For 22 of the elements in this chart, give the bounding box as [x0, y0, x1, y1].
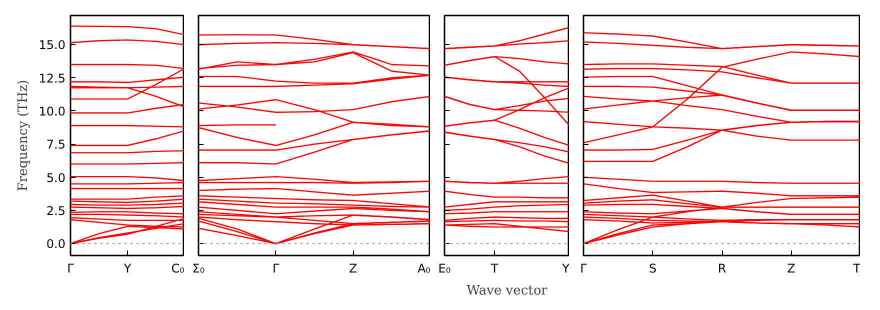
x-tick-label: Γ: [272, 262, 280, 276]
y-axis-title: Frequency (THz): [16, 80, 31, 192]
x-tick-label: C₀: [171, 262, 185, 276]
x-tick-label: Z: [787, 262, 796, 276]
x-tick-label: E₀: [438, 262, 451, 276]
y-tick-label: 0.0: [46, 237, 66, 252]
x-tick-label: Z: [349, 262, 358, 276]
x-tick-label: Γ: [580, 262, 588, 276]
y-tick-label: 10.0: [38, 104, 66, 118]
y-tick-label: 5.0: [46, 170, 66, 185]
y-tick-label: 12.5: [38, 71, 66, 86]
x-axis-title: Wave vector: [466, 284, 548, 298]
x-tick-label: Y: [122, 262, 132, 276]
y-tick-label: 15.0: [38, 38, 66, 52]
x-tick-label: Γ: [67, 262, 74, 276]
y-tick-label: 7.5: [46, 138, 66, 152]
x-tick-label: S: [648, 262, 657, 276]
x-tick-label: A₀: [417, 262, 431, 276]
x-tick-label: T: [490, 262, 499, 276]
y-tick-label: 2.5: [46, 204, 66, 218]
x-tick-label: Σ₀: [192, 262, 205, 276]
x-tick-label: R: [718, 262, 726, 276]
